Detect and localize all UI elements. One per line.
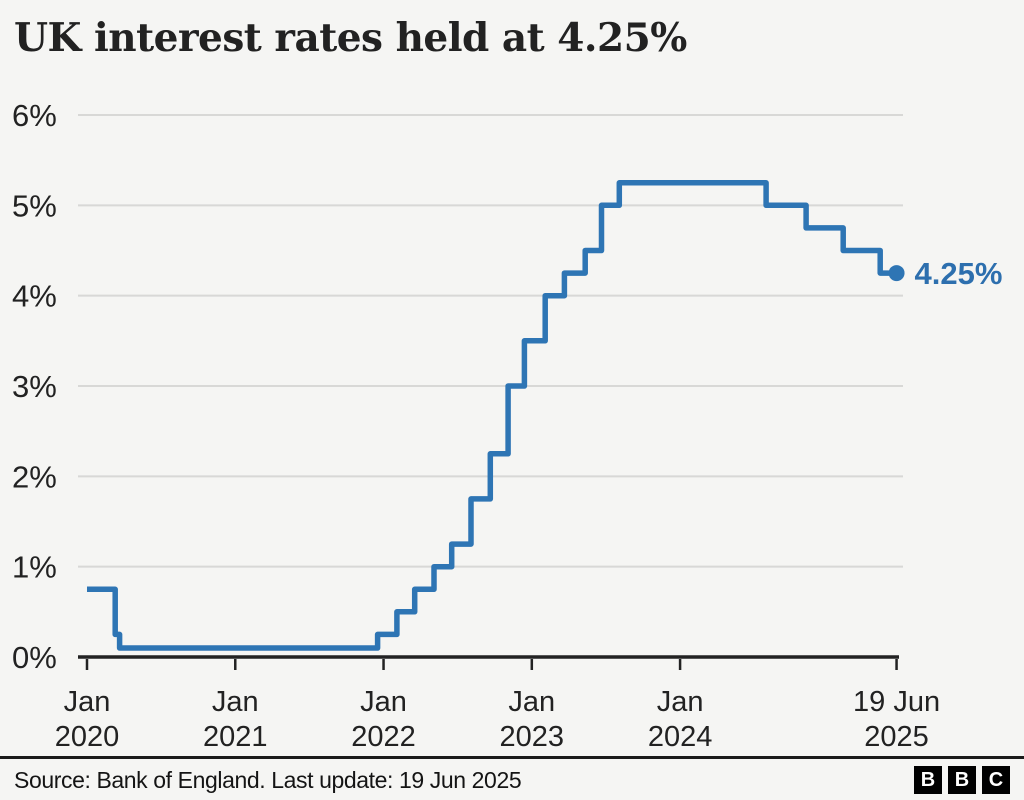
x-tick-label-line2: 2025 bbox=[864, 721, 929, 753]
rate-line bbox=[87, 180, 897, 651]
y-tick-label: 6% bbox=[12, 98, 57, 133]
x-tick-label-line1: Jan bbox=[508, 686, 555, 718]
x-tick-label-line2: 2022 bbox=[351, 721, 416, 753]
x-tick-label-line2: 2020 bbox=[55, 721, 120, 753]
x-tick-label-line1: Jan bbox=[657, 686, 704, 718]
end-point-dot bbox=[888, 265, 905, 282]
x-tick-label-line1: 19 Jun bbox=[853, 686, 940, 718]
x-tick-label-line1: Jan bbox=[360, 686, 407, 718]
bbc-logo-letter-b1: B bbox=[914, 766, 942, 794]
bbc-logo-letter-c: C bbox=[982, 766, 1010, 794]
x-tick-label-line1: Jan bbox=[212, 686, 259, 718]
x-tick-label-line2: 2023 bbox=[500, 721, 565, 753]
y-tick-label: 2% bbox=[12, 459, 57, 494]
source-note: Source: Bank of England. Last update: 19… bbox=[14, 766, 522, 793]
x-tick-label-line2: 2021 bbox=[203, 721, 268, 753]
y-tick-label: 5% bbox=[12, 188, 57, 223]
chart-title: UK interest rates held at 4.25% bbox=[14, 15, 687, 61]
x-tick-label-line2: 2024 bbox=[648, 721, 713, 753]
x-tick-label-line1: Jan bbox=[64, 686, 111, 718]
y-tick-label: 0% bbox=[12, 640, 57, 675]
y-tick-label: 4% bbox=[12, 279, 57, 314]
bbc-logo-letter-b2: B bbox=[948, 766, 976, 794]
footer-divider bbox=[0, 756, 1024, 759]
footer: Source: Bank of England. Last update: 19… bbox=[14, 764, 1010, 796]
y-tick-label: 3% bbox=[12, 369, 57, 404]
end-value-label: 4.25% bbox=[915, 256, 1003, 291]
y-tick-label: 1% bbox=[12, 550, 57, 585]
bbc-logo: B B C bbox=[914, 766, 1010, 794]
